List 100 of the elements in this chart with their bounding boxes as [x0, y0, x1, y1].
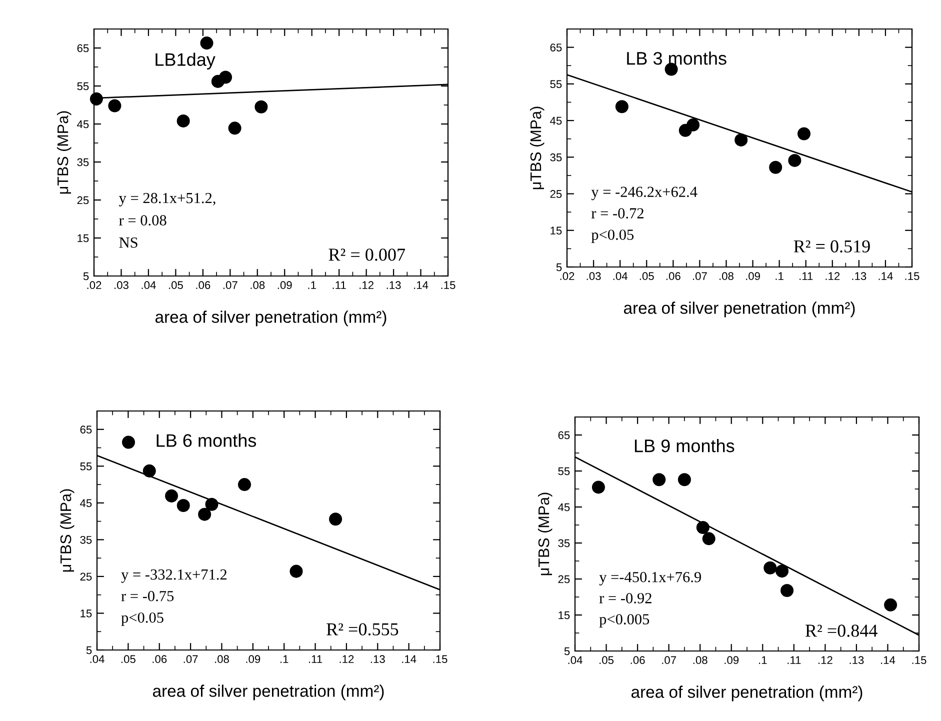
annotation: R² = 0.519	[794, 240, 870, 253]
point	[797, 127, 810, 140]
point	[788, 154, 802, 167]
x-tick-label: .09	[246, 655, 260, 664]
x-tick-label: .04	[142, 281, 156, 290]
y-tick-label: 25	[80, 572, 92, 581]
x-tick-label: .08	[693, 656, 708, 664]
x-tick-label: .09	[278, 281, 292, 290]
x-tick-label: .05	[600, 656, 614, 664]
x-tick-label: .03	[114, 281, 128, 290]
x-tick-label: .13	[386, 281, 401, 290]
annotation: R² =0.844	[805, 624, 878, 637]
point	[122, 436, 135, 449]
y-tick-label: 65	[80, 426, 92, 434]
x-tick-label: .05	[168, 281, 183, 290]
x-tick-label: .06	[666, 272, 680, 280]
annotation: p<0.05	[121, 612, 164, 626]
point	[764, 561, 777, 574]
x-tick-label: .1	[280, 655, 288, 663]
y-tick-label: 15	[78, 234, 89, 242]
x-tick-label: .13	[850, 656, 864, 664]
y-tick-label: 65	[558, 431, 570, 440]
point	[205, 498, 218, 511]
x-tick-label: .02	[560, 272, 574, 280]
point	[108, 99, 122, 112]
point	[219, 70, 232, 84]
point	[696, 521, 710, 534]
y-tick-label: 15	[558, 611, 570, 620]
x-tick-label: .07	[662, 656, 676, 664]
x-tick-label: .1	[776, 272, 784, 280]
x-tick-label: .11	[332, 281, 346, 289]
annotation: p<0.005	[599, 614, 650, 628]
x-tick-label: .06	[196, 281, 210, 290]
x-tick-label: .09	[746, 272, 760, 280]
y-tick-label: 45	[80, 499, 92, 508]
y-tick-label: 5	[564, 647, 570, 656]
annotation: r = -0.92	[599, 593, 652, 604]
y-tick-label: 55	[550, 80, 562, 88]
annotation: R² = 0.007	[328, 248, 405, 261]
y-tick-label: 25	[550, 190, 562, 198]
x-tick-label: .14	[881, 656, 896, 664]
point	[165, 489, 178, 502]
y-tick-label: 25	[558, 575, 570, 584]
x-tick-label: .11	[800, 272, 813, 280]
y-tick-label: 35	[550, 153, 562, 162]
x-tick-label: .08	[720, 272, 734, 280]
point	[254, 100, 268, 114]
x-tick-label: .13	[370, 655, 385, 664]
annotation: y = -332.1x+71.2	[121, 569, 227, 583]
annotation: p<0.05	[591, 230, 634, 243]
y-axis-title: μTBS (MPa)	[530, 106, 544, 190]
x-tick-label: .08	[250, 281, 265, 290]
point	[238, 478, 251, 492]
point	[686, 118, 700, 132]
point	[884, 598, 898, 612]
y-tick-label: 35	[558, 539, 570, 548]
annotation: y = 28.1x+51.2,	[118, 192, 216, 206]
text: LB 3 months	[627, 52, 726, 65]
x-tick-label: .13	[852, 272, 866, 280]
y-tick-label: 65	[550, 44, 562, 52]
point	[702, 532, 716, 546]
y-tick-label: 45	[550, 116, 562, 125]
y-tick-label: 55	[558, 467, 570, 476]
y-tick-label: 15	[550, 226, 562, 235]
y-axis-title: μTBS (MPa)	[56, 111, 72, 194]
y-axis-title: μTBS (MPa)	[60, 489, 74, 572]
point	[592, 480, 605, 494]
y-tick-label: 45	[77, 120, 89, 128]
x-tick-label: .12	[818, 656, 832, 664]
point	[200, 36, 214, 50]
x-tick-label: .04	[90, 655, 104, 664]
y-tick-label: 5	[83, 272, 89, 280]
y-tick-label: 55	[77, 82, 89, 90]
point	[776, 564, 789, 578]
x-tick-label: .07	[692, 272, 707, 280]
point	[329, 512, 342, 526]
x-axis-title: area of silver penetration (mm²)	[624, 302, 855, 318]
x-tick-label: .04	[613, 272, 628, 280]
point	[769, 160, 782, 174]
y-tick-label: 55	[80, 462, 92, 470]
x-tick-label: .15	[912, 656, 926, 664]
y-tick-label: 45	[558, 503, 570, 512]
point	[615, 100, 628, 114]
x-tick-label: .02	[87, 281, 102, 290]
x-axis-title: area of silver penetration (mm²)	[631, 686, 862, 702]
point	[290, 564, 303, 578]
x-tick-label: .09	[724, 656, 739, 664]
y-tick-label: 5	[86, 646, 92, 654]
y-tick-label: 35	[77, 158, 89, 166]
annotation: R² =0.555	[326, 623, 398, 636]
point	[198, 508, 212, 521]
point	[652, 473, 666, 486]
point	[734, 133, 748, 146]
x-tick-label: .15	[433, 655, 448, 664]
text: LB 6 months	[156, 434, 256, 447]
x-axis-title: area of silver penetration (mm²)	[155, 310, 386, 326]
annotation: r = -0.75	[121, 590, 174, 602]
y-tick-label: 65	[77, 44, 89, 52]
x-tick-label: .1	[759, 656, 767, 664]
y-tick-label: 25	[77, 196, 89, 204]
